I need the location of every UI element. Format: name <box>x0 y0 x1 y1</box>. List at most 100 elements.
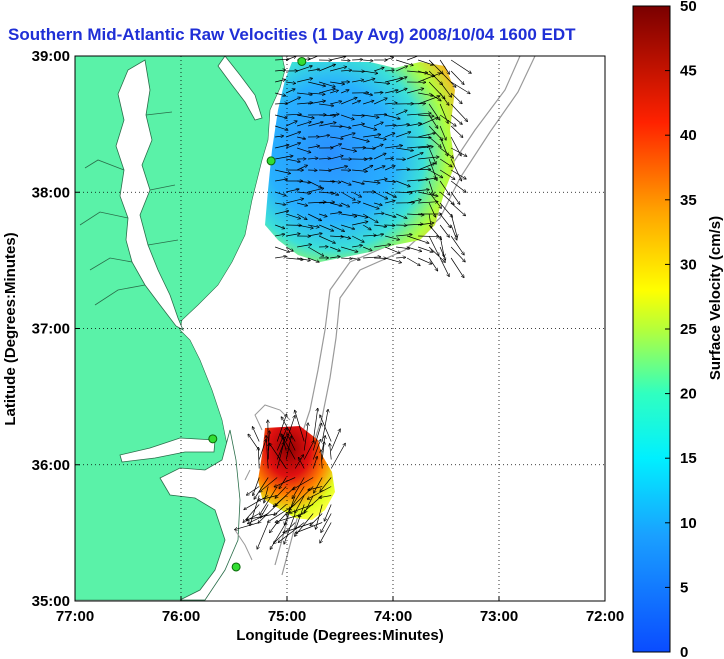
delaware-bay <box>217 56 263 121</box>
velocity-arrow <box>285 416 295 442</box>
velocity-arrow <box>285 143 300 149</box>
velocity-arrow <box>450 59 471 73</box>
velocity-arrow <box>235 522 260 530</box>
velocity-arrow <box>396 235 412 237</box>
velocity-arrow <box>395 110 407 116</box>
velocity-arrow <box>428 169 442 178</box>
velocity-arrow <box>385 90 398 94</box>
colorbar-tick-label: 35 <box>680 192 697 209</box>
velocity-arrow <box>418 157 439 160</box>
velocity-arrow <box>418 92 433 96</box>
velocity-arrow <box>275 70 285 71</box>
velocity-arrow <box>385 78 402 83</box>
colorbar-tick-label: 50 <box>680 0 697 15</box>
velocity-arrow <box>450 81 470 94</box>
velocity-arrow <box>395 132 410 138</box>
velocity-arrow <box>373 166 385 171</box>
velocity-arrow <box>319 202 334 203</box>
velocity-arrow <box>286 189 299 193</box>
velocity-arrow <box>352 202 360 203</box>
velocity-arrow <box>308 233 322 237</box>
velocity-arrow <box>319 192 334 193</box>
velocity-arrow <box>297 114 314 118</box>
velocity-arrow <box>258 495 278 501</box>
velocity-arrow <box>321 442 324 460</box>
velocity-arrow <box>363 125 376 130</box>
velocity-arrow <box>257 522 269 549</box>
velocity-arrow <box>450 92 462 104</box>
velocity-arrow <box>318 213 327 217</box>
velocity-arrow <box>352 115 364 116</box>
velocity-arrow <box>374 245 390 248</box>
velocity-arrow <box>308 202 326 203</box>
velocity-field-north <box>265 56 471 278</box>
radar-station-marker <box>208 434 218 444</box>
velocity-arrow <box>308 158 318 159</box>
velocity-arrow <box>428 257 437 271</box>
velocity-arrow <box>363 235 376 236</box>
velocity-arrow <box>373 68 384 72</box>
velocity-arrow <box>439 158 452 167</box>
velocity-arrow <box>450 213 457 237</box>
velocity-arrow <box>275 513 305 523</box>
colorbar: 0 5 10 15 20 25 30 35 40 45 50 Surface Velocity (c… <box>632 0 724 659</box>
velocity-arrow <box>373 153 386 160</box>
velocity-arrow <box>407 190 429 193</box>
velocity-arrow <box>352 213 367 217</box>
velocity-arrow <box>297 78 312 83</box>
velocity-arrow <box>428 235 439 255</box>
velocity-arrow <box>307 180 321 188</box>
velocity-arrow <box>320 477 332 492</box>
velocity-arrow <box>297 245 311 248</box>
velocity-arrow <box>275 486 287 499</box>
colorbar-tick-label: 25 <box>680 321 697 338</box>
velocity-arrow <box>395 180 410 187</box>
velocity-arrow <box>341 246 358 252</box>
y-axis-label: Latitude (Degrees:Minutes) <box>2 232 19 425</box>
velocity-arrow <box>270 522 278 533</box>
velocity-arrow <box>385 225 395 226</box>
velocity-arrow <box>384 166 395 171</box>
velocity-arrow <box>260 486 278 515</box>
velocity-arrow <box>297 224 313 228</box>
velocity-arrows-north <box>274 56 471 278</box>
velocity-arrow <box>352 258 360 260</box>
velocity-arrow <box>363 180 380 183</box>
velocity-arrow <box>439 213 451 228</box>
velocity-arrow <box>247 513 278 520</box>
velocity-arrow <box>439 59 449 74</box>
velocity-arrow <box>308 93 325 94</box>
y-tick-label: 35:00 <box>32 593 70 610</box>
velocity-arrow <box>330 101 341 105</box>
velocity-arrow <box>362 101 374 105</box>
velocity-arrow <box>308 486 323 491</box>
velocity-arrow <box>352 80 363 83</box>
velocity-arrow <box>275 136 283 137</box>
velocity-arrow <box>321 513 332 533</box>
velocity-arrow <box>417 96 440 105</box>
velocity-arrow <box>363 159 372 160</box>
velocity-arrow <box>341 213 356 216</box>
velocity-arrow <box>385 158 393 159</box>
velocity-arrow <box>308 81 325 86</box>
velocity-arrow <box>362 246 372 251</box>
velocity-arrow <box>330 136 343 139</box>
velocity-arrow <box>329 144 341 149</box>
velocity-arrow <box>330 57 345 61</box>
velocity-arrow <box>319 103 333 106</box>
map-grid <box>75 56 605 601</box>
velocity-arrow <box>450 158 461 181</box>
velocity-arrows-south <box>235 409 345 550</box>
velocity-arrow <box>385 181 395 182</box>
velocity-arrow <box>308 122 323 127</box>
velocity-arrow <box>385 235 399 240</box>
velocity-arrow <box>418 147 433 148</box>
velocity-arrow <box>341 60 350 61</box>
velocity-arrow <box>308 101 325 105</box>
velocity-arrow <box>439 202 452 217</box>
velocity-arrow <box>384 57 393 61</box>
velocity-arrow <box>407 146 430 149</box>
velocity-arrow <box>308 146 319 149</box>
velocity-arrow <box>374 136 386 139</box>
